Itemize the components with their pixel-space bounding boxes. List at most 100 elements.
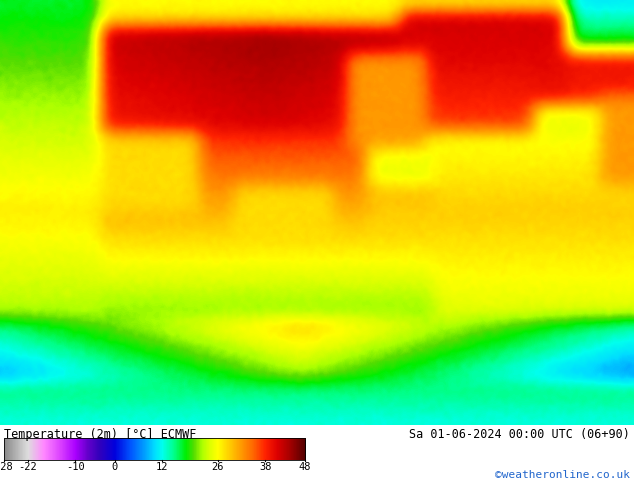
Bar <box>217 438 218 460</box>
Bar <box>304 438 306 460</box>
Bar <box>120 438 122 460</box>
Bar <box>79 438 80 460</box>
Bar <box>107 438 108 460</box>
Bar <box>157 438 158 460</box>
Bar <box>179 438 180 460</box>
Bar <box>108 438 109 460</box>
Bar <box>80 438 81 460</box>
Bar <box>217 438 219 460</box>
Bar <box>246 438 247 460</box>
Bar <box>297 438 299 460</box>
Bar <box>240 438 241 460</box>
Bar <box>28 438 29 460</box>
Bar <box>275 438 276 460</box>
Bar <box>10 438 11 460</box>
Bar <box>34 438 35 460</box>
Bar <box>87 438 88 460</box>
Bar <box>289 438 290 460</box>
Bar <box>214 438 216 460</box>
Bar <box>5 438 6 460</box>
Bar <box>262 438 263 460</box>
Bar <box>44 438 46 460</box>
Bar <box>115 438 117 460</box>
Bar <box>144 438 145 460</box>
Bar <box>261 438 262 460</box>
Bar <box>271 438 272 460</box>
Bar <box>225 438 226 460</box>
Bar <box>245 438 246 460</box>
Bar <box>283 438 284 460</box>
Bar <box>211 438 212 460</box>
Bar <box>208 438 209 460</box>
Bar <box>200 438 202 460</box>
Bar <box>76 438 77 460</box>
Bar <box>37 438 38 460</box>
Bar <box>192 438 193 460</box>
Bar <box>238 438 240 460</box>
Bar <box>84 438 86 460</box>
Bar <box>196 438 197 460</box>
Bar <box>164 438 165 460</box>
Bar <box>105 438 106 460</box>
Bar <box>100 438 101 460</box>
Bar <box>16 438 17 460</box>
Bar <box>98 438 99 460</box>
Bar <box>77 438 78 460</box>
Bar <box>184 438 185 460</box>
Bar <box>103 438 104 460</box>
Bar <box>251 438 252 460</box>
Bar <box>135 438 136 460</box>
Bar <box>184 438 186 460</box>
Bar <box>129 438 131 460</box>
Bar <box>304 438 305 460</box>
Bar <box>16 438 17 460</box>
Bar <box>218 438 219 460</box>
Bar <box>295 438 296 460</box>
Bar <box>64 438 65 460</box>
Text: 12: 12 <box>156 462 169 472</box>
Bar <box>157 438 158 460</box>
Bar <box>274 438 275 460</box>
Bar <box>205 438 207 460</box>
Bar <box>141 438 142 460</box>
Text: 48: 48 <box>299 462 311 472</box>
Bar <box>45 438 46 460</box>
Bar <box>183 438 184 460</box>
Bar <box>210 438 211 460</box>
Bar <box>233 438 235 460</box>
Bar <box>24 438 25 460</box>
Bar <box>7 438 8 460</box>
Bar <box>58 438 59 460</box>
Bar <box>154 438 155 460</box>
Bar <box>68 438 70 460</box>
Bar <box>285 438 287 460</box>
Bar <box>54 438 55 460</box>
Bar <box>127 438 129 460</box>
Bar <box>134 438 135 460</box>
Bar <box>249 438 250 460</box>
Bar <box>114 438 115 460</box>
Bar <box>281 438 283 460</box>
Bar <box>95 438 96 460</box>
Bar <box>78 438 79 460</box>
Bar <box>163 438 164 460</box>
Bar <box>67 438 68 460</box>
Bar <box>290 438 292 460</box>
Bar <box>32 438 33 460</box>
Text: Temperature (2m) [°C] ECMWF: Temperature (2m) [°C] ECMWF <box>4 428 197 441</box>
Bar <box>156 438 157 460</box>
Bar <box>250 438 252 460</box>
Bar <box>20 438 21 460</box>
Bar <box>269 438 271 460</box>
Bar <box>212 438 214 460</box>
Bar <box>112 438 113 460</box>
Bar <box>60 438 61 460</box>
Bar <box>220 438 221 460</box>
Bar <box>258 438 259 460</box>
Bar <box>4 438 5 460</box>
Bar <box>255 438 256 460</box>
Bar <box>89 438 90 460</box>
Text: 38: 38 <box>259 462 271 472</box>
Bar <box>155 438 156 460</box>
Bar <box>221 438 222 460</box>
